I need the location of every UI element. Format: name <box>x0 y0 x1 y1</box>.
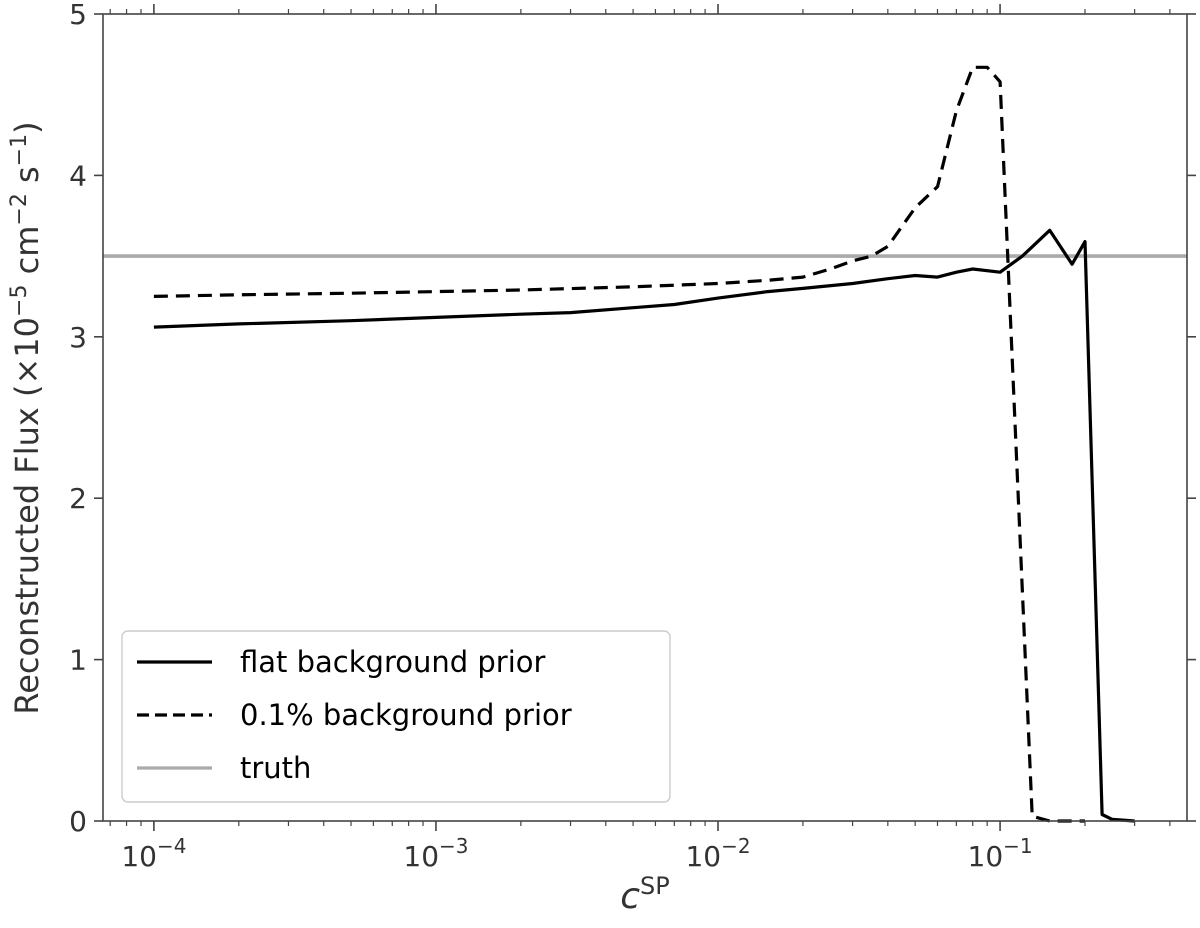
y-tick-label: 4 <box>69 159 87 192</box>
label-layer: 0 1 2 3 4 5 10−4 10−3 10−2 10−1 <box>69 0 1032 873</box>
series-layer <box>103 65 1187 823</box>
y-tick-label: 0 <box>69 805 87 838</box>
y-tick-label: 2 <box>69 482 87 515</box>
x-tick-label: 10−4 <box>121 834 186 873</box>
y-tick-label: 1 <box>69 644 87 677</box>
plot-frame <box>102 13 1188 822</box>
series-line-0-1-background-prior <box>153 65 1085 823</box>
x-tick-label: 10−1 <box>968 834 1033 873</box>
y-tick-label: 3 <box>69 321 87 354</box>
x-axis-label: cSP <box>620 872 670 917</box>
legend-box <box>121 630 671 803</box>
legend-label-dashed: 0.1% background prior <box>240 698 572 732</box>
y-axis-label: Reconstructed Flux (×10−5 cm−2 s−1) <box>7 121 46 714</box>
x-tick-label: 10−3 <box>403 834 468 873</box>
y-tick-label: 5 <box>69 0 87 31</box>
series-line-flat-background-prior <box>153 228 1135 823</box>
legend: flat background prior 0.1% background pr… <box>121 630 671 803</box>
legend-label-flat: flat background prior <box>240 645 545 679</box>
x-tick-label: 10−2 <box>685 834 750 873</box>
tick-layer <box>94 4 1196 831</box>
legend-label-truth: truth <box>240 751 311 785</box>
